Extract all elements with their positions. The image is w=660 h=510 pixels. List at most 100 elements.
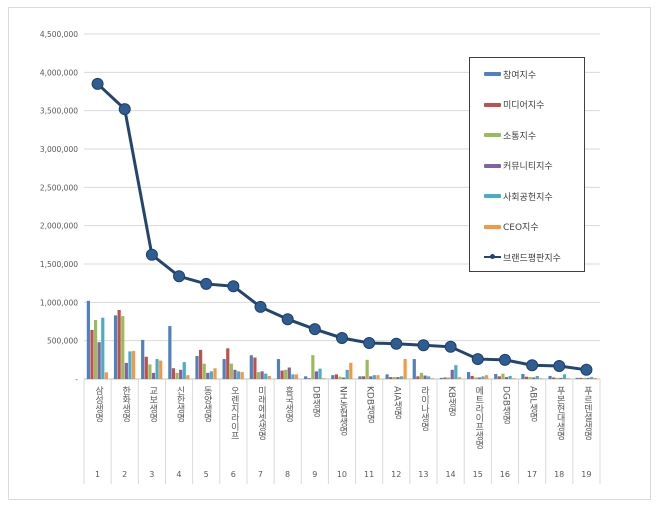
bar-커뮤니티지수: [233, 369, 237, 379]
bar-미디어지수: [280, 370, 284, 379]
bar-참여지수: [141, 339, 145, 379]
line-point: [363, 336, 376, 349]
bar-미디어지수: [524, 376, 529, 379]
line-point: [227, 280, 240, 293]
category-number: 4: [176, 470, 182, 479]
bar-소통지수: [419, 372, 424, 379]
bar-미디어지수: [579, 377, 583, 379]
bar-소통지수: [392, 377, 396, 379]
bar-미디어지수: [253, 357, 257, 379]
bar-미디어지수: [117, 310, 121, 379]
bar-미디어지수: [389, 377, 393, 379]
category-number: 17: [526, 470, 538, 479]
bar-소통지수: [121, 316, 125, 379]
bar-소통지수: [528, 377, 532, 379]
category-label: 동양생명: [201, 386, 212, 422]
bar-참여지수: [521, 374, 525, 379]
bar-커뮤니티지수: [423, 375, 427, 379]
bar-사회공헌지수: [508, 375, 512, 379]
bar-CEO지수: [539, 378, 543, 379]
category-number: 11: [363, 470, 375, 479]
category-label: DGB생명: [500, 386, 511, 425]
category-number: 7: [257, 470, 263, 479]
bar-사회공헌지수: [155, 359, 159, 379]
bar-커뮤니티지수: [477, 377, 481, 379]
bar-참여지수: [548, 375, 552, 379]
category-number: 15: [472, 470, 483, 479]
line-point: [145, 248, 158, 261]
bar-커뮤니티지수: [124, 362, 128, 379]
bar-소통지수: [256, 372, 261, 379]
category-number: 10: [336, 470, 347, 479]
y-tick-label: 4,500,000: [40, 30, 78, 39]
bar-사회공헌지수: [427, 376, 431, 379]
y-tick-label: 500,000: [47, 337, 78, 346]
category-label: 삼성생명: [93, 386, 103, 422]
bar-CEO지수: [457, 377, 462, 379]
bar-소통지수: [501, 373, 505, 379]
legend: 참여지수 미디어지수 소통지수 커뮤니티지수 사회공헌지수 CEO지수 브랜드평판지수: [469, 57, 585, 272]
line-point: [471, 353, 484, 366]
legend-label: 소통지수: [503, 131, 537, 142]
line-point: [444, 340, 457, 353]
category-label: 메트라이프생명: [473, 386, 484, 449]
bar-미디어지수: [416, 376, 420, 379]
bar-CEO지수: [240, 372, 244, 379]
bar-사회공헌지수: [562, 374, 567, 379]
category-label: 신한생명: [174, 386, 185, 422]
bar-미디어지수: [90, 329, 94, 379]
legend-swatch: [484, 102, 501, 107]
category-label: 푸본현대생명: [554, 386, 565, 440]
bar-사회공헌지수: [291, 374, 295, 379]
y-tick-label: 1,500,000: [40, 260, 78, 269]
bar-사회공헌지수: [128, 351, 132, 379]
bar-미디어지수: [199, 349, 203, 379]
bar-커뮤니티지수: [369, 376, 373, 379]
legend-label: 참여지수: [503, 70, 537, 81]
legend-item: 소통지수: [484, 128, 536, 142]
legend-item: 참여지수: [484, 67, 536, 81]
bar-사회공헌지수: [318, 368, 322, 379]
bar-CEO지수: [131, 351, 136, 379]
legend-item: 커뮤니티지수: [484, 159, 553, 173]
bar-참여지수: [494, 374, 498, 379]
bar-소통지수: [474, 377, 478, 379]
legend-swatch: [484, 72, 501, 76]
bar-CEO지수: [593, 377, 597, 379]
bar-미디어지수: [334, 374, 338, 379]
bar-CEO지수: [430, 378, 434, 379]
bar-참여지수: [385, 374, 389, 379]
y-tick-label: 2,000,000: [40, 222, 78, 231]
category-label: 미래에셋생명: [255, 386, 266, 440]
bar-참여지수: [168, 326, 172, 379]
bar-CEO지수: [294, 374, 299, 379]
y-tick-label: 2,500,000: [40, 183, 78, 192]
line-point: [200, 277, 213, 290]
bar-사회공헌지수: [182, 362, 186, 379]
bar-커뮤니티지수: [260, 371, 264, 379]
legend-label: CEO지수: [503, 223, 539, 233]
bar-참여지수: [222, 359, 226, 379]
line-point: [498, 353, 511, 366]
bar-참여지수: [439, 377, 444, 379]
line-point: [173, 270, 186, 283]
bar-커뮤니티지수: [532, 377, 536, 379]
bar-CEO지수: [267, 375, 271, 379]
bar-미디어지수: [171, 368, 176, 379]
category-label: 교보생명: [147, 386, 158, 422]
category-number: 1: [94, 470, 101, 479]
legend-item: 브랜드평판지수: [484, 250, 561, 264]
bar-CEO지수: [403, 359, 407, 379]
legend-item: 사회공헌지수: [484, 189, 553, 203]
bar-사회공헌지수: [345, 369, 349, 379]
bar-커뮤니티지수: [206, 372, 210, 379]
chart-frame: [8, 7, 651, 500]
legend-item: CEO지수: [484, 220, 539, 234]
bar-참여지수: [575, 377, 579, 379]
bar-미디어지수: [497, 376, 501, 379]
bar-미디어지수: [307, 378, 311, 379]
bar-커뮤니티지수: [559, 377, 563, 379]
bar-소통지수: [311, 355, 315, 379]
bar-커뮤니티지수: [179, 369, 183, 379]
line-point: [308, 323, 321, 336]
